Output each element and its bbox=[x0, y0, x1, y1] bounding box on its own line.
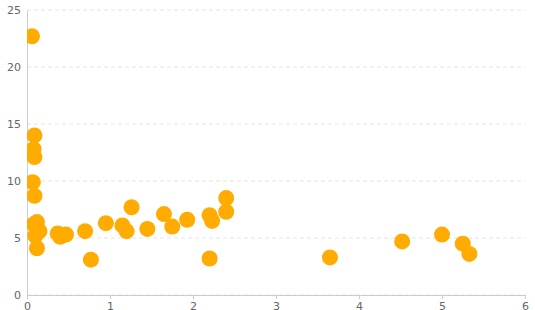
grid bbox=[27, 10, 525, 295]
point bbox=[202, 251, 218, 267]
y-tick-label: 25 bbox=[7, 4, 21, 17]
point bbox=[434, 227, 450, 243]
x-tick-mark bbox=[193, 295, 194, 299]
point bbox=[461, 246, 477, 262]
x-tick-label: 4 bbox=[356, 300, 363, 310]
point bbox=[218, 190, 234, 206]
x-tick: 2 bbox=[190, 295, 197, 310]
point bbox=[119, 223, 135, 239]
y-tick-label: 0 bbox=[14, 289, 21, 302]
point bbox=[77, 223, 93, 239]
point bbox=[58, 227, 74, 243]
grid-line bbox=[27, 67, 525, 68]
x-tick-label: 5 bbox=[439, 300, 446, 310]
y-tick: 15 bbox=[7, 118, 27, 131]
x-tick-mark bbox=[27, 295, 28, 299]
point bbox=[218, 204, 234, 220]
y-tick: 20 bbox=[7, 61, 27, 74]
point bbox=[27, 28, 40, 44]
x-tick-label: 3 bbox=[273, 300, 280, 310]
y-tick: 5 bbox=[14, 232, 27, 245]
grid-line bbox=[27, 181, 525, 182]
y-tick: 25 bbox=[7, 4, 27, 17]
points bbox=[27, 28, 477, 267]
grid-line bbox=[27, 124, 525, 125]
y-tick-label: 5 bbox=[14, 232, 21, 245]
x-tick-mark bbox=[359, 295, 360, 299]
point bbox=[27, 127, 42, 143]
point bbox=[139, 221, 155, 237]
x-tick-mark bbox=[442, 295, 443, 299]
point bbox=[204, 213, 220, 229]
x-tick-label: 1 bbox=[107, 300, 114, 310]
point bbox=[124, 199, 140, 215]
x-tick: 5 bbox=[439, 295, 446, 310]
grid-line bbox=[27, 10, 525, 11]
point bbox=[164, 219, 180, 235]
point bbox=[27, 188, 42, 204]
y-tick-label: 15 bbox=[7, 118, 21, 131]
x-tick-mark bbox=[110, 295, 111, 299]
chart: 0 1 2 3 4 5 6 0 5 10 15 20 25 bbox=[0, 0, 535, 310]
point bbox=[322, 249, 338, 265]
x-tick: 4 bbox=[356, 295, 363, 310]
y-tick: 10 bbox=[7, 175, 27, 188]
y-tick-label: 20 bbox=[7, 61, 21, 74]
x-tick-label: 2 bbox=[190, 300, 197, 310]
point bbox=[83, 252, 99, 268]
x-tick: 0 bbox=[24, 295, 31, 310]
y-tick-label: 10 bbox=[7, 175, 21, 188]
grid-line bbox=[27, 238, 525, 239]
point bbox=[27, 149, 42, 165]
x-tick-mark bbox=[276, 295, 277, 299]
x-tick: 6 bbox=[522, 295, 529, 310]
point bbox=[98, 215, 114, 231]
point bbox=[29, 240, 45, 256]
y-tick: 0 bbox=[14, 289, 27, 302]
x-tick: 1 bbox=[107, 295, 114, 310]
point bbox=[27, 174, 41, 190]
x-axis-line bbox=[28, 296, 526, 300]
y-axis: 0 5 10 15 20 25 bbox=[7, 4, 28, 302]
x-tick: 3 bbox=[273, 295, 280, 310]
x-axis: 0 1 2 3 4 5 6 bbox=[24, 295, 529, 310]
x-tick-label: 0 bbox=[24, 300, 31, 310]
x-tick-mark bbox=[525, 295, 526, 299]
x-tick-label: 6 bbox=[522, 300, 529, 310]
point bbox=[394, 233, 410, 249]
point bbox=[179, 212, 195, 228]
